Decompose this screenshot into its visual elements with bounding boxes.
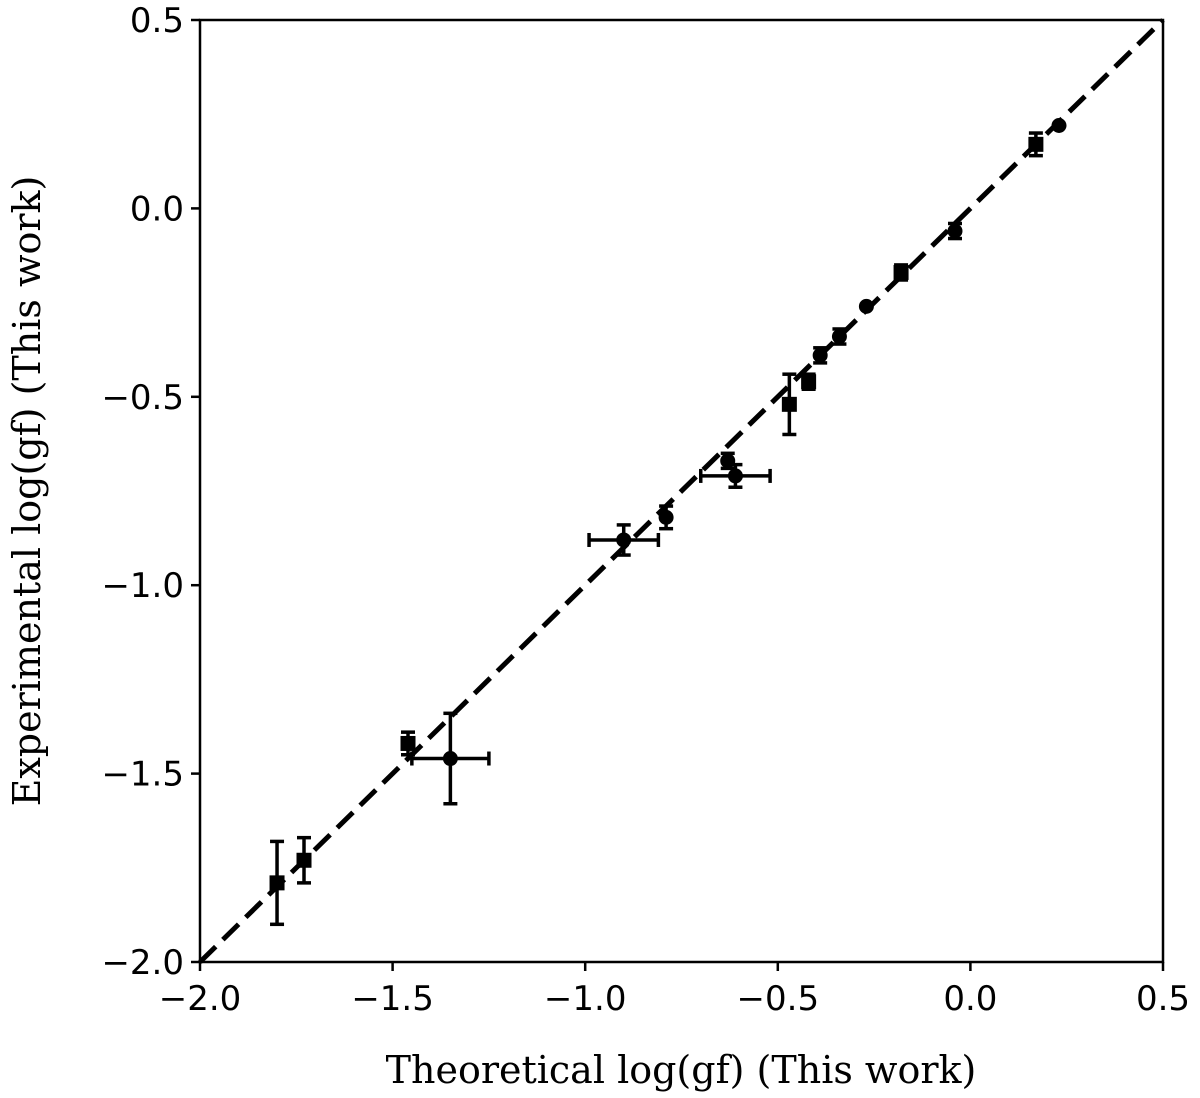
- ticks-layer: −2.0 −1.5 −1.0 −0.5 0.0 0.5 −2.0 −1.5 −1.0 −0.5 0.…: [101, 1, 1190, 1019]
- x-tick-label: 0.5: [1136, 979, 1190, 1019]
- y-tick-label: 0.5: [130, 1, 184, 41]
- y-tick-label: 0.0: [130, 189, 184, 229]
- data-point-circle: [442, 751, 458, 767]
- data-point-square: [400, 735, 416, 751]
- x-tick-label: −1.0: [544, 979, 627, 1019]
- data-point-circle: [947, 223, 963, 239]
- data-point-circle: [658, 509, 674, 525]
- data-point-circle: [831, 329, 847, 345]
- plot-frame: [198, 18, 1165, 964]
- x-axis-label: Theoretical log(gf) (This work): [386, 1048, 977, 1092]
- data-point-circle: [812, 347, 828, 363]
- data-point-square: [269, 875, 285, 891]
- data-point-square: [893, 264, 909, 280]
- data-point-circle: [858, 298, 874, 314]
- data-point-circle: [616, 532, 632, 548]
- y-tick-label: −1.0: [101, 566, 184, 606]
- data-point-square: [801, 374, 817, 390]
- y-tick-label: −0.5: [101, 378, 184, 418]
- data-point-square: [781, 396, 797, 412]
- data-point-square: [1028, 136, 1044, 152]
- x-tick-label: −1.5: [351, 979, 434, 1019]
- data-point-circle: [727, 468, 743, 484]
- data-point-square: [296, 852, 312, 868]
- identity-reference-line: [198, 18, 1165, 964]
- x-tick-label: −0.5: [737, 979, 820, 1019]
- y-tick-label: −1.5: [101, 755, 184, 795]
- y-tick-label: −2.0: [101, 943, 184, 983]
- y-axis-label: Experimental log(gf) (This work): [5, 176, 49, 807]
- data-point-circle: [1051, 118, 1067, 134]
- x-tick-label: 0.0: [943, 979, 997, 1019]
- reference-layer: [198, 18, 1165, 964]
- marks-layer: [269, 118, 1067, 927]
- x-tick-label: −2.0: [159, 979, 242, 1019]
